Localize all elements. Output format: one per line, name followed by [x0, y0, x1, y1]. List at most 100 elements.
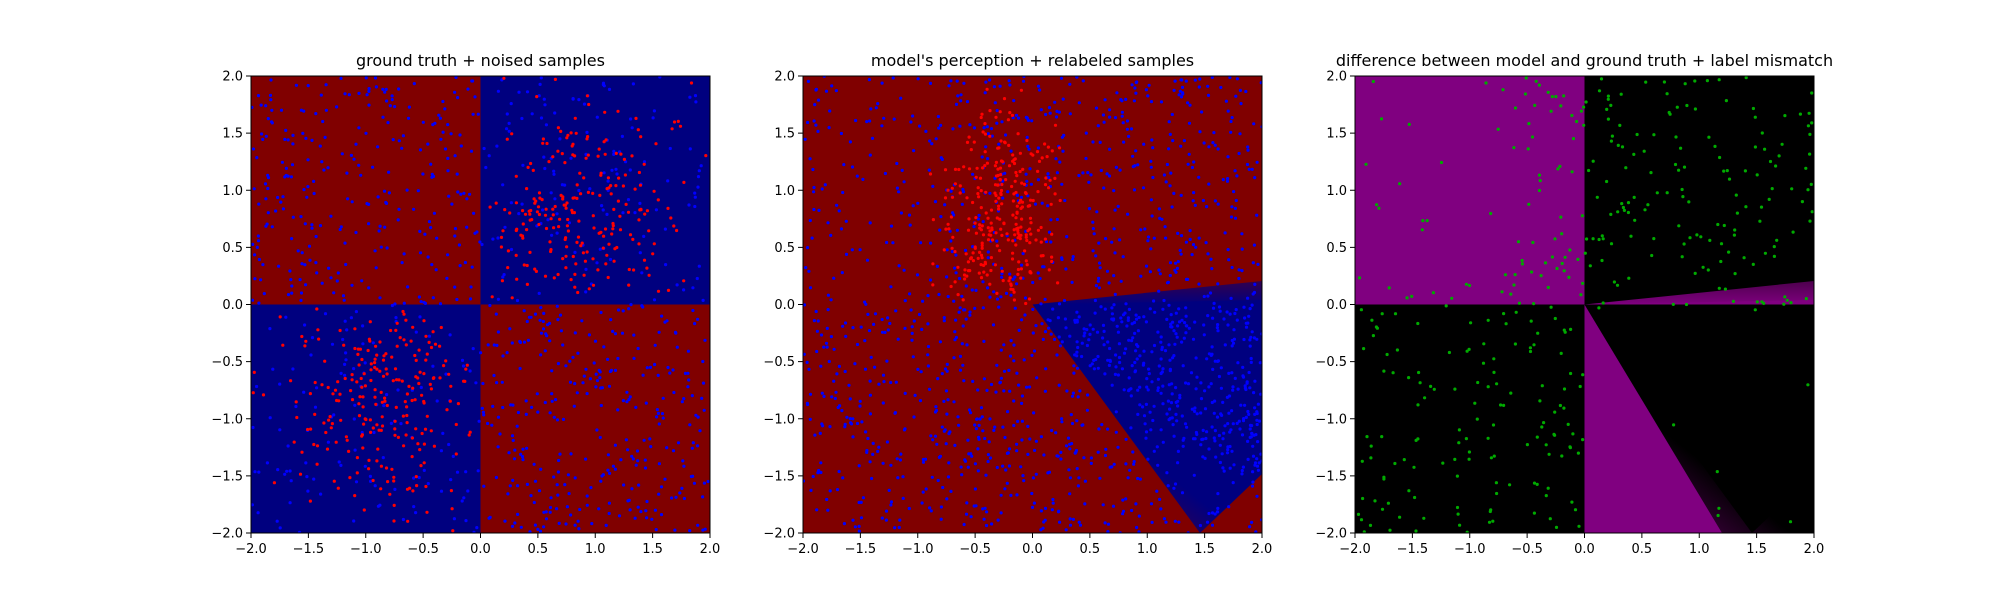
- sample-point-blue: [1174, 270, 1178, 274]
- sample-point-blue: [1214, 455, 1218, 459]
- sample-point-blue: [1240, 433, 1245, 437]
- sample-point-blue: [507, 121, 511, 125]
- sample-point-blue: [907, 213, 912, 217]
- sample-point-blue: [918, 399, 923, 403]
- sample-point-red: [371, 478, 375, 483]
- x-tick-label: 2.0: [700, 542, 721, 557]
- sample-point-blue: [1172, 191, 1176, 195]
- sample-point-blue: [452, 517, 456, 521]
- sample-point-blue: [1198, 130, 1202, 134]
- mismatch-point: [1780, 142, 1784, 146]
- sample-point-blue: [555, 212, 559, 216]
- sample-point-blue: [1149, 247, 1153, 251]
- sample-point-blue: [327, 266, 331, 270]
- sample-point-red: [962, 273, 967, 277]
- sample-point-blue: [1103, 453, 1108, 458]
- sample-point-blue: [516, 410, 521, 415]
- sample-point-blue: [1207, 511, 1211, 516]
- sample-point-blue: [496, 330, 500, 334]
- sample-point-blue: [458, 133, 462, 137]
- sample-point-blue: [336, 271, 340, 275]
- sample-point-red: [586, 190, 591, 194]
- sample-point-blue: [1141, 405, 1145, 409]
- sample-point-blue: [255, 156, 259, 160]
- sample-point-blue: [1186, 382, 1191, 386]
- mismatch-point: [1393, 461, 1397, 466]
- sample-point-blue: [971, 379, 975, 383]
- sample-point-blue: [343, 362, 347, 366]
- sample-point-blue: [988, 295, 992, 299]
- sample-point-red: [998, 217, 1002, 221]
- sample-point-red: [356, 347, 360, 351]
- sample-point-blue: [835, 372, 839, 376]
- mismatch-point: [1496, 127, 1500, 131]
- sample-point-blue: [1190, 165, 1194, 170]
- sample-point-blue: [1225, 179, 1230, 183]
- sample-point-blue: [1132, 188, 1137, 192]
- sample-point-blue: [1229, 215, 1234, 219]
- sample-point-blue: [969, 411, 973, 415]
- sample-point-blue: [525, 319, 529, 324]
- mismatch-point: [1606, 94, 1610, 98]
- x-tick-label: 1.5: [1746, 542, 1767, 557]
- sample-point-blue: [501, 183, 505, 187]
- sample-point-blue: [873, 312, 878, 316]
- panel-1-axes: −2.0 −1.5 −1.0 −0.5 0.0 0.5 1.0 1.5 2.02.01.51.0…: [211, 70, 720, 558]
- sample-point-blue: [278, 526, 282, 530]
- sample-point-blue: [891, 241, 895, 245]
- sample-point-red: [1050, 259, 1054, 264]
- sample-point-red: [654, 142, 658, 146]
- sample-point-red: [1043, 183, 1048, 187]
- y-tick-label: −0.5: [763, 355, 795, 370]
- sample-point-blue: [1248, 525, 1252, 529]
- sample-point-blue: [1143, 227, 1147, 231]
- sample-point-blue: [597, 507, 601, 511]
- sample-point-red: [1014, 243, 1018, 247]
- sample-point-blue: [1007, 464, 1012, 468]
- sample-point-red: [591, 214, 595, 218]
- sample-point-blue: [269, 98, 273, 102]
- sample-point-blue: [1194, 430, 1198, 435]
- sample-point-blue: [1230, 116, 1234, 120]
- sample-point-blue: [390, 94, 394, 98]
- wedge-fade-bottom: [1032, 304, 1262, 533]
- sample-point-red: [392, 475, 396, 479]
- sample-point-blue: [1000, 275, 1004, 279]
- sample-point-blue: [466, 87, 470, 91]
- sample-point-blue: [352, 519, 356, 523]
- sample-point-blue: [1104, 447, 1108, 451]
- sample-point-blue: [1240, 472, 1244, 476]
- mismatch-point: [1570, 500, 1574, 504]
- sample-point-blue: [1001, 196, 1005, 200]
- sample-point-red: [617, 176, 621, 180]
- sample-point-blue: [286, 293, 291, 297]
- mismatch-point: [1550, 255, 1554, 259]
- sample-point-blue: [312, 179, 316, 183]
- sample-point-blue: [984, 145, 988, 149]
- mismatch-point: [1717, 506, 1721, 510]
- sample-point-red: [375, 367, 379, 371]
- sample-point-blue: [980, 415, 984, 419]
- sample-point-blue: [1227, 394, 1232, 398]
- sample-point-blue: [599, 479, 603, 483]
- sample-point-blue: [627, 398, 631, 402]
- x-tick-label: 0.0: [1022, 542, 1043, 557]
- sample-point-red: [564, 236, 568, 240]
- sample-point-red: [1011, 153, 1015, 157]
- sample-point-blue: [888, 321, 892, 326]
- sample-point-blue: [255, 245, 259, 249]
- sample-point-red: [1016, 272, 1020, 276]
- sample-point-blue: [288, 269, 292, 273]
- sample-point-red: [454, 422, 458, 427]
- sample-point-blue: [1245, 381, 1249, 385]
- sample-point-blue: [1145, 385, 1149, 389]
- sample-point-blue: [1070, 421, 1075, 426]
- sample-point-blue: [252, 187, 256, 191]
- sample-point-blue: [645, 499, 649, 504]
- sample-point-blue: [1180, 85, 1185, 89]
- sample-point-blue: [1213, 429, 1217, 433]
- sample-point-red: [994, 174, 999, 178]
- sample-point-blue: [1181, 364, 1185, 368]
- sample-point-blue: [615, 172, 619, 176]
- sample-point-blue: [492, 373, 496, 378]
